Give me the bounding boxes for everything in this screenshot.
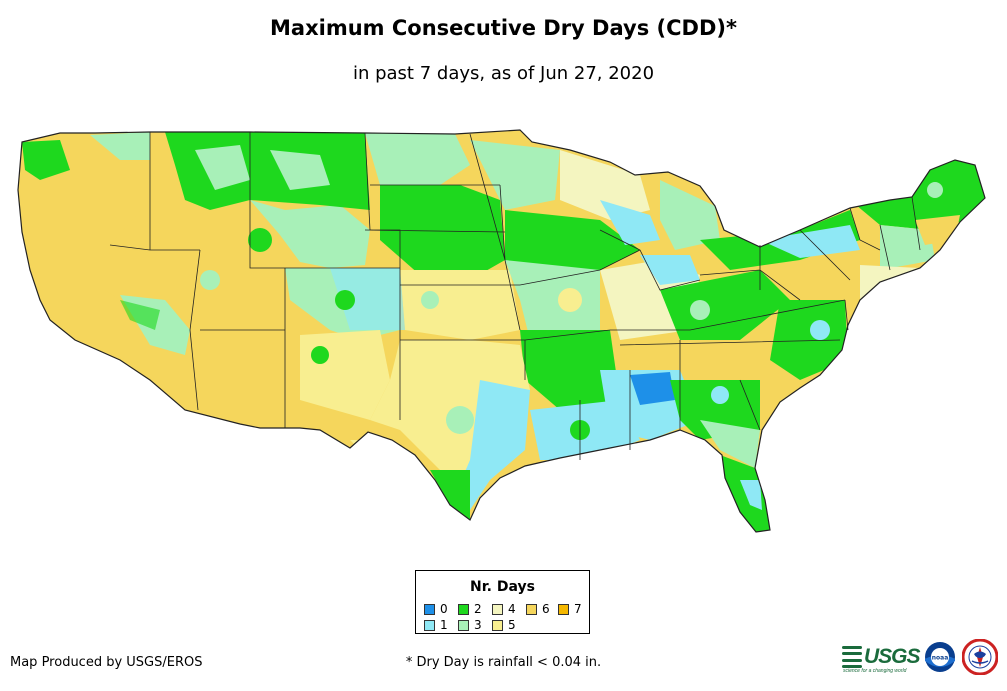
legend-label-5: 5	[508, 618, 516, 632]
legend-item-7: 7	[558, 603, 582, 615]
usgs-tagline: science for a changing world	[843, 668, 907, 674]
legend-item-6: 6	[526, 603, 550, 615]
nws-logo-icon	[961, 638, 999, 676]
map-title: Maximum Consecutive Dry Days (CDD)*	[270, 16, 737, 40]
usgs-wave-icon	[842, 646, 862, 668]
usgs-logo: USGS science for a changing world	[842, 642, 921, 674]
legend-label-6: 6	[542, 602, 550, 616]
legend-label-2: 2	[474, 602, 482, 616]
usgs-logo-text: USGS	[864, 645, 921, 668]
legend-swatch-7	[558, 603, 569, 615]
legend-item-3: 3	[458, 619, 482, 631]
state-borders	[109, 132, 921, 460]
legend-label-0: 0	[440, 602, 448, 616]
legend: Nr. Days 0 1 2 3 4 5 6 7	[415, 570, 590, 634]
map-subtitle: in past 7 days, as of Jun 27, 2020	[352, 63, 655, 84]
cdd-map-svg	[17, 129, 986, 533]
conus-map	[0, 118, 1007, 548]
legend-label-4: 4	[508, 602, 516, 616]
nws-logo	[961, 638, 999, 676]
producer-credit: Map Produced by USGS/EROS	[10, 655, 203, 670]
legend-swatch-4	[492, 603, 503, 615]
legend-swatch-3	[458, 619, 469, 631]
legend-label-3: 3	[474, 618, 482, 632]
legend-swatch-1	[424, 619, 435, 631]
legend-item-5: 5	[492, 619, 516, 631]
legend-swatch-2	[458, 603, 469, 615]
legend-item-4: 4	[492, 603, 516, 615]
legend-label-7: 7	[574, 602, 582, 616]
dry-day-footnote: * Dry Day is rainfall < 0.04 in.	[405, 655, 602, 670]
noaa-emblem-icon: noaa	[925, 642, 955, 672]
legend-item-0: 0	[424, 603, 448, 615]
legend-label-1: 1	[440, 618, 448, 632]
legend-item-2: 2	[458, 603, 482, 615]
legend-item-1: 1	[424, 619, 448, 631]
noaa-logo: noaa	[924, 641, 956, 673]
legend-swatch-0	[424, 603, 435, 615]
legend-swatch-5	[492, 619, 503, 631]
noaa-logo-text: noaa	[932, 655, 949, 662]
legend-swatch-6	[526, 603, 537, 615]
cdd-raster	[18, 130, 985, 532]
legend-title: Nr. Days	[470, 579, 535, 595]
